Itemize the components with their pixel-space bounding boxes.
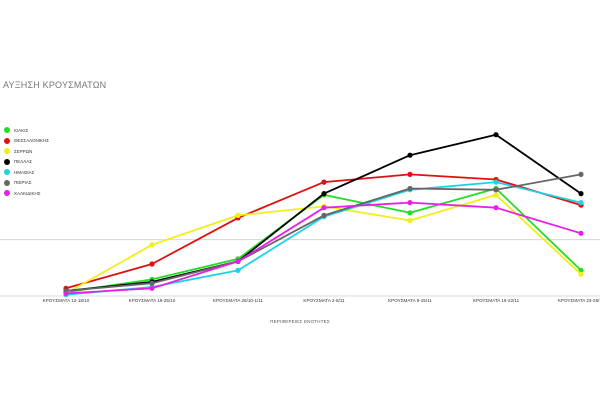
data-point	[407, 210, 413, 216]
data-point	[235, 258, 241, 264]
x-tick-label: ΚΡΟΥΣΜΑΤΑ 19-25/10	[129, 298, 176, 303]
legend: ΚΙΛΚΙΣ ΘΕΣΣΑΛΟΝΙΚΗΣ ΣΕΡΡΩΝ ΠΕΛΛΑΣ ΗΜΑΘΙΑΣ ΠΙΕ…	[4, 125, 49, 199]
data-point	[578, 230, 584, 236]
legend-label: ΠΕΛΛΑΣ	[14, 159, 33, 165]
legend-item: ΗΜΑΘΙΑΣ	[4, 167, 49, 178]
series-line	[65, 133, 582, 292]
data-point	[149, 280, 155, 286]
x-axis-label: ΠΕΡΙΦΕΡΕΙΕΣ ΕΝΟΤΗΤΕΣ	[270, 319, 330, 324]
data-point	[493, 187, 499, 193]
legend-label: ΣΕΡΡΩΝ	[14, 148, 33, 154]
data-point	[578, 271, 584, 277]
legend-label: ΗΜΑΘΙΑΣ	[14, 169, 35, 175]
data-point	[407, 185, 413, 192]
legend-swatch	[4, 137, 10, 144]
legend-item: ΠΕΛΛΑΣ	[4, 157, 49, 168]
data-point	[407, 217, 413, 224]
data-point	[235, 267, 241, 273]
legend-swatch	[4, 127, 10, 134]
x-tick-label: ΚΡΟΥΣΜΑΤΑ 16-22/11	[473, 298, 520, 303]
x-tick-label: ΚΡΟΥΣΜΑΤΑ 26/10-1/11	[213, 298, 264, 303]
series-line	[65, 181, 582, 296]
x-tick-label: ΚΡΟΥΣΜΑΤΑ 23-26/11	[558, 298, 600, 303]
legend-label: ΧΑΛΚΙΔΙΚΗΣ	[14, 190, 41, 196]
chart-title: ΑΥΞΗΣΗ ΚΡΟΥΣΜΑΤΩΝ	[3, 80, 107, 90]
data-point	[493, 132, 499, 138]
data-point	[149, 261, 155, 267]
data-point	[578, 171, 584, 177]
data-point	[321, 191, 327, 197]
data-point	[407, 200, 413, 206]
data-point	[63, 290, 69, 296]
x-tick-label: ΚΡΟΥΣΜΑΤΑ 2-8/11	[303, 298, 345, 303]
legend-item: ΚΙΛΚΙΣ	[4, 125, 49, 136]
data-point	[493, 192, 499, 198]
legend-swatch	[4, 190, 10, 197]
legend-item: ΣΕΡΡΩΝ	[4, 146, 49, 157]
legend-label: ΠΙΕΡΙΑΣ	[14, 180, 32, 186]
x-tick-label: ΚΡΟΥΣΜΑΤΑ 9-15/11	[388, 298, 432, 303]
data-point	[321, 205, 327, 211]
data-point	[235, 212, 241, 218]
data-point	[407, 152, 413, 158]
legend-label: ΘΕΣΣΑΛΟΝΙΚΗΣ	[14, 138, 50, 144]
legend-swatch	[4, 158, 10, 165]
data-point	[321, 179, 327, 185]
legend-swatch	[4, 148, 10, 155]
data-point	[149, 242, 155, 248]
data-point	[493, 179, 499, 185]
legend-item: ΧΑΛΚΙΔΙΚΗΣ	[4, 188, 49, 199]
legend-item: ΠΙΕΡΙΑΣ	[4, 178, 49, 189]
data-point	[407, 171, 413, 177]
data-point	[493, 205, 499, 211]
legend-swatch	[4, 169, 10, 176]
legend-swatch	[4, 179, 10, 186]
data-point	[149, 285, 155, 291]
legend-label: ΚΙΛΚΙΣ	[14, 127, 29, 133]
legend-item: ΘΕΣΣΑΛΟΝΙΚΗΣ	[4, 136, 49, 147]
data-point	[578, 200, 584, 206]
data-point	[578, 191, 584, 197]
data-point	[321, 212, 327, 218]
data-point	[578, 267, 584, 273]
x-tick-label: ΚΡΟΥΣΜΑΤΑ 12-18/10	[43, 298, 90, 303]
